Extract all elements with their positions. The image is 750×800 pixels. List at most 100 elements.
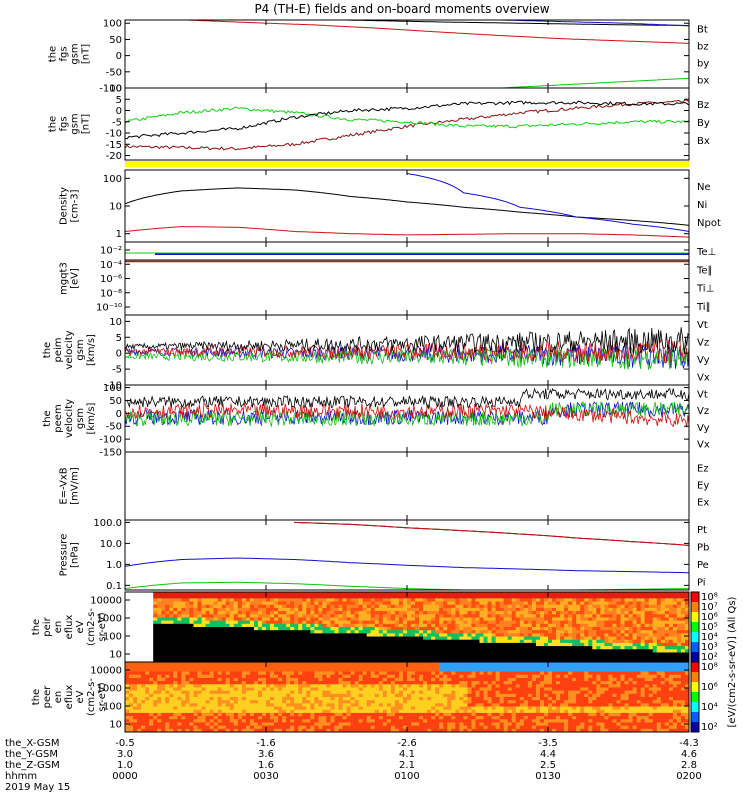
heatmap-cell	[495, 604, 501, 609]
heatmap-cell	[358, 604, 364, 609]
heatmap-cell	[358, 662, 364, 666]
heatmap-cell	[129, 716, 134, 720]
heatmap-cell	[241, 646, 247, 650]
heatmap-cell	[499, 623, 505, 628]
heatmap-cell	[523, 598, 529, 602]
heatmap-cell	[644, 607, 650, 612]
heatmap-cell	[459, 642, 464, 647]
heatmap-cell	[415, 623, 420, 628]
heatmap-cell	[407, 697, 412, 701]
heatmap-cell	[374, 668, 380, 672]
heatmap-cell	[245, 697, 251, 701]
heatmap-cell	[177, 655, 182, 660]
heatmap-cell	[394, 649, 400, 653]
heatmap-cell	[382, 595, 388, 599]
heatmap-cell	[181, 697, 186, 701]
heatmap-cell	[282, 607, 287, 612]
heatmap-cell	[668, 623, 674, 628]
heatmap-cell	[350, 668, 356, 672]
heatmap-cell	[487, 633, 492, 637]
heatmap-cell	[217, 652, 223, 657]
heatmap-cell	[189, 728, 194, 733]
heatmap-cell	[491, 627, 497, 631]
legend-bx: bx	[697, 76, 709, 87]
heatmap-cell	[552, 601, 557, 606]
heatmap-cell	[157, 684, 162, 688]
heatmap-cell	[266, 623, 271, 628]
heatmap-cell	[358, 658, 364, 663]
heatmap-cell	[483, 595, 488, 599]
heatmap-cell	[443, 623, 448, 628]
heatmap-cell	[261, 614, 267, 618]
heatmap-cell	[382, 620, 388, 625]
heatmap-cell	[487, 649, 492, 653]
heatmap-cell	[229, 725, 235, 730]
heatmap-cell	[157, 614, 162, 618]
heatmap-cell	[209, 684, 215, 688]
heatmap-cell	[358, 642, 364, 647]
heatmap-cell	[302, 716, 307, 720]
heatmap-cell	[217, 668, 223, 672]
heatmap-cell	[543, 614, 549, 618]
heatmap-cell	[362, 725, 368, 730]
heatmap-cell	[306, 706, 311, 711]
heatmap-cell	[596, 623, 601, 628]
heatmap-cell	[411, 652, 416, 657]
heatmap-cell	[499, 636, 505, 641]
heatmap-cell	[584, 642, 589, 647]
heatmap-cell	[302, 684, 307, 688]
heatmap-cell	[318, 620, 323, 625]
heatmap-cell	[535, 614, 541, 618]
heatmap-cell	[165, 668, 170, 672]
heatmap-cell	[193, 655, 198, 660]
heatmap-cell	[342, 725, 347, 730]
heatmap-cell	[298, 633, 303, 637]
heatmap-cell	[161, 611, 166, 615]
heatmap-cell	[141, 693, 146, 698]
heatmap-cell	[245, 665, 251, 669]
heatmap-cell	[588, 646, 593, 650]
heatmap-cell	[568, 642, 573, 647]
heatmap-cell	[564, 652, 569, 657]
legend-Te∥: Te∥	[696, 265, 713, 276]
heatmap-cell	[274, 639, 279, 644]
heatmap-cell	[539, 649, 545, 653]
heatmap-cell	[467, 636, 472, 641]
heatmap-cell	[302, 709, 307, 714]
heatmap-cell	[386, 607, 392, 612]
heatmap-cell	[209, 623, 215, 628]
heatmap-cell	[455, 614, 460, 618]
heatmap-cell	[596, 601, 601, 606]
heatmap-cell	[390, 642, 396, 647]
heatmap-cell	[249, 665, 255, 669]
heatmap-cell	[552, 658, 557, 663]
heatmap-cell	[338, 687, 343, 692]
heatmap-cell	[189, 614, 194, 618]
heatmap-cell	[302, 652, 307, 657]
heatmap-cell	[133, 639, 138, 644]
heatmap-cell	[322, 671, 327, 676]
series-Ne	[124, 226, 690, 238]
heatmap-cell	[278, 728, 283, 733]
heatmap-cell	[447, 646, 452, 650]
ytick-label: 10.0	[100, 539, 122, 550]
heatmap-cell	[193, 607, 198, 612]
heatmap-cell	[350, 633, 356, 637]
heatmap-cell	[556, 652, 561, 657]
heatmap-cell	[447, 598, 452, 602]
heatmap-cell	[298, 639, 303, 644]
heatmap-cell	[515, 592, 521, 596]
heatmap-cell	[209, 681, 215, 685]
heatmap-cell	[294, 620, 299, 625]
heatmap-cell	[233, 642, 239, 647]
heatmap-cell	[427, 627, 432, 631]
heatmap-cell	[217, 649, 223, 653]
heatmap-cell	[531, 623, 537, 628]
heatmap-cell	[479, 614, 484, 618]
heatmap-cell	[326, 693, 331, 698]
panel-legend-mom_temp: Te⊥Te∥Ti⊥Ti∥	[696, 247, 716, 313]
heatmap-cell	[358, 728, 364, 733]
heatmap-cell	[125, 658, 130, 663]
heatmap-cell	[487, 658, 492, 663]
heatmap-cell	[302, 623, 307, 628]
